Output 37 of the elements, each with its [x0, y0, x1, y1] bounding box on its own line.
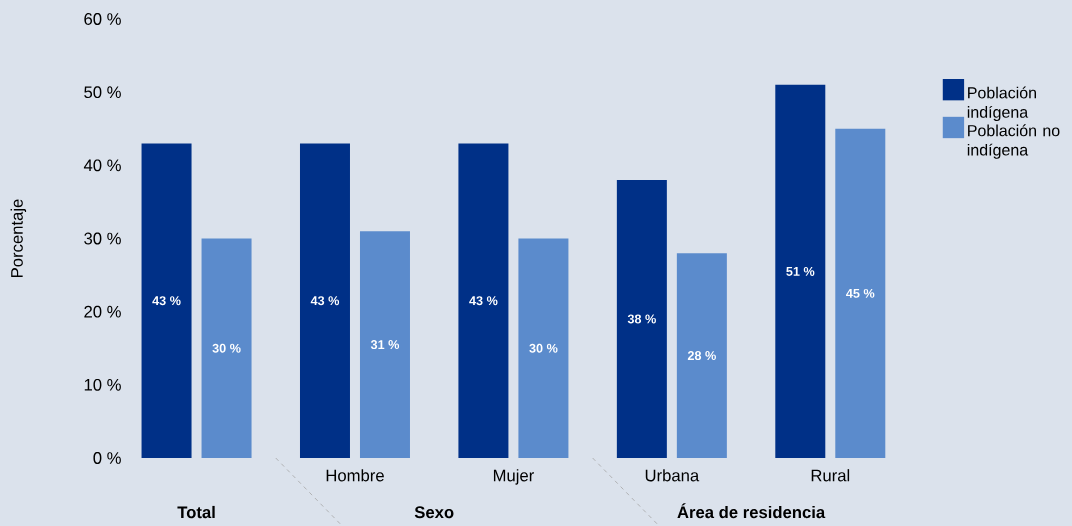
data-label: 38 % [627, 314, 656, 324]
data-label: 31 % [370, 340, 400, 350]
bar [299, 143, 350, 458]
bar [835, 128, 886, 458]
data-label: 43 % [152, 296, 181, 306]
bar [518, 238, 569, 458]
data-label: 43 % [469, 296, 498, 306]
y-tick-label: 0 % [93, 452, 121, 464]
data-label: 30 % [529, 343, 558, 353]
y-tick-label: 10 % [84, 378, 121, 391]
y-tick-label: 20 % [84, 305, 121, 318]
legend-label: Población indígena [967, 86, 1036, 121]
x-tick-label: Urbana [645, 469, 700, 482]
data-label: 30 % [212, 343, 241, 353]
y-axis-title: Porcentaje [10, 199, 27, 277]
data-label: 43 % [310, 296, 340, 306]
bar [775, 84, 826, 458]
bar [676, 253, 727, 458]
bar [359, 231, 410, 458]
x-tick-label: Mujer [493, 469, 534, 485]
text: Sexo [414, 506, 454, 519]
bar [458, 143, 509, 458]
data-label: 51 % [786, 266, 815, 276]
data-label: 28 % [687, 351, 716, 361]
bar [616, 179, 667, 458]
data-label: 45 % [846, 288, 875, 298]
y-tick-label: 40 % [83, 159, 121, 172]
text: Total [177, 505, 215, 519]
y-tick-label: 50 % [84, 86, 121, 99]
bar [201, 238, 252, 458]
bar [141, 143, 192, 458]
y-tick-label: 60 % [84, 13, 121, 25]
x-tick-label: Hombre [326, 469, 384, 482]
y-tick-label: 30 % [84, 232, 121, 245]
x-tick-label: Rural [811, 469, 850, 482]
text: Área de residencia [677, 503, 826, 519]
legend-label: Población no indígena [967, 124, 1060, 159]
